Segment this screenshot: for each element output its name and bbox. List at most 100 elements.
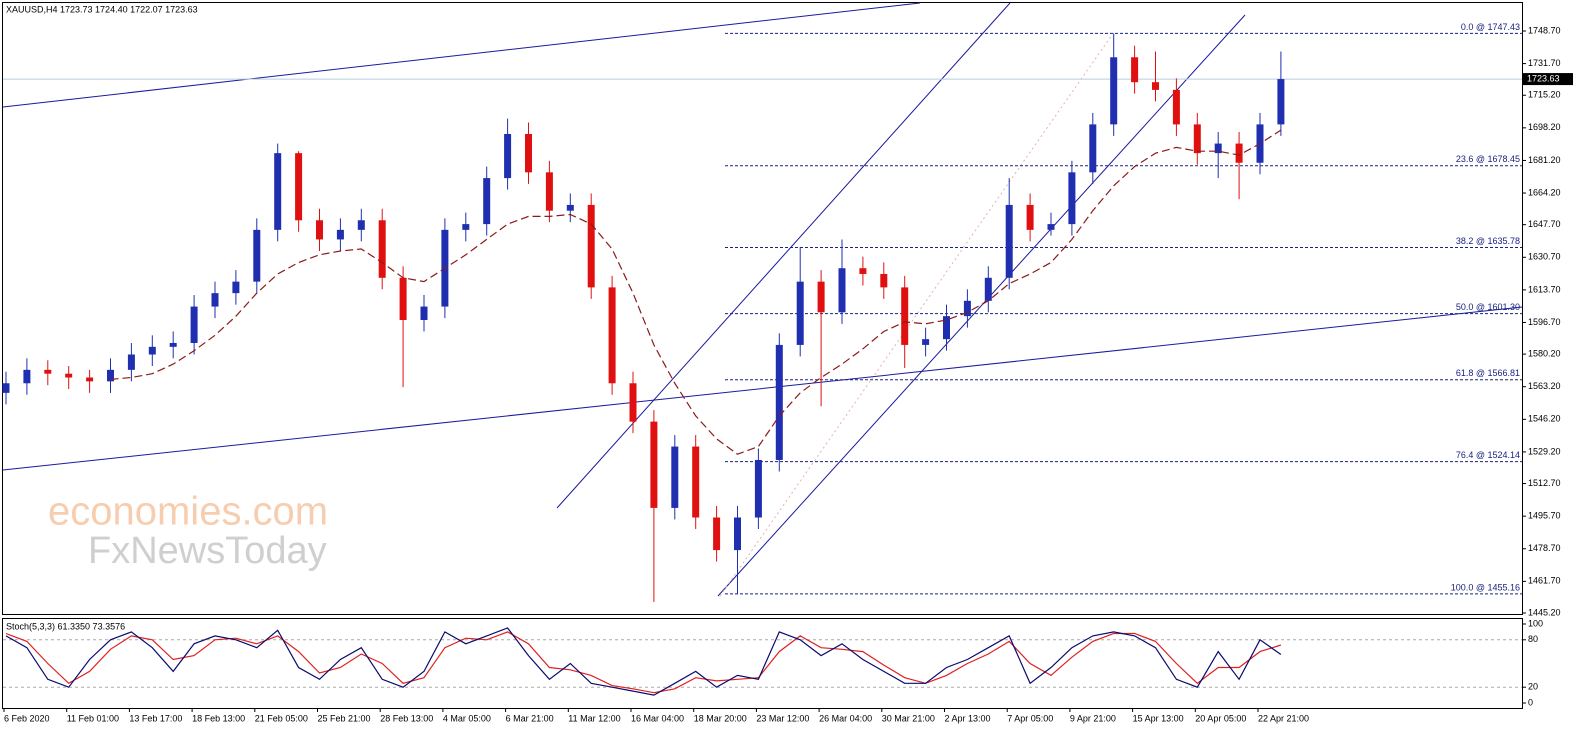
fib-level-label: 23.6 @ 1678.45	[1456, 154, 1520, 164]
channel-upper-line	[2, 2, 921, 108]
candle-body	[190, 306, 198, 343]
candle-body	[357, 220, 365, 230]
x-tick-label: 28 Feb 13:00	[380, 713, 433, 723]
moving-average	[110, 129, 1282, 455]
candle-body	[232, 281, 240, 294]
candle-body	[253, 229, 261, 282]
y-tick-label: 1681.20	[1528, 155, 1561, 165]
y-tick-label: 1445.20	[1528, 607, 1561, 617]
candle-body	[1110, 57, 1118, 125]
y-tick-label: 1546.20	[1528, 414, 1561, 424]
candle-body	[587, 204, 595, 288]
y-tick-label: 1563.20	[1528, 381, 1561, 391]
x-tick-label: 30 Mar 21:00	[882, 713, 935, 723]
candle-body	[378, 220, 386, 278]
x-tick-label: 18 Mar 20:00	[694, 713, 747, 723]
y-tick-label: 1512.70	[1528, 478, 1561, 488]
stoch-signal-line	[5, 631, 1282, 694]
candle-body	[859, 268, 867, 274]
candle-body	[775, 344, 783, 460]
channel-lower-line	[2, 306, 1523, 471]
indicator-y-tick-label: 80	[1528, 634, 1538, 644]
x-tick-label: 16 Mar 04:00	[631, 713, 684, 723]
x-tick-label: 2 Apr 13:00	[945, 713, 991, 723]
y-tick-label: 1664.20	[1528, 187, 1561, 197]
x-tick-label: 11 Feb 01:00	[67, 713, 119, 723]
candle-body	[1005, 204, 1013, 278]
candle-body	[922, 339, 930, 345]
candle-body	[1131, 57, 1139, 83]
candle-body	[1235, 143, 1243, 163]
candle-body	[525, 133, 532, 173]
y-tick-label: 1647.70	[1528, 219, 1561, 229]
candle-body	[274, 153, 282, 230]
fib-level-label: 100.0 @ 1455.16	[1451, 582, 1520, 592]
indicator-y-tick-label: 20	[1528, 682, 1538, 692]
candle-body	[420, 306, 428, 320]
candle-body	[796, 281, 804, 345]
candle-body	[671, 446, 679, 508]
y-tick-label: 1529.20	[1528, 446, 1561, 456]
x-tick-label: 7 Apr 05:00	[1007, 713, 1053, 723]
x-tick-label: 25 Feb 21:00	[318, 713, 371, 723]
candle-body	[1193, 124, 1201, 154]
candle-body	[817, 281, 825, 313]
candle-body	[545, 172, 553, 211]
candle-body	[169, 342, 177, 347]
y-tick-label: 1715.20	[1528, 90, 1561, 100]
stoch-main-line	[5, 627, 1282, 696]
chart-title: XAUUSD,H4 1723.73 1724.40 1722.07 1723.6…	[6, 4, 198, 14]
candle-body	[23, 369, 31, 384]
x-tick-label: 11 Mar 12:00	[568, 713, 620, 723]
candle-body	[692, 446, 700, 518]
candle-body	[1172, 89, 1180, 125]
candle-body	[399, 277, 407, 320]
candle-body	[107, 369, 114, 382]
last-price-label: 1723.63	[1527, 73, 1560, 83]
x-tick-label: 20 Apr 05:00	[1195, 713, 1246, 723]
y-tick-label: 1698.20	[1528, 122, 1561, 132]
y-tick-label: 1580.20	[1528, 348, 1561, 358]
fib-level-label: 0.0 @ 1747.43	[1461, 22, 1520, 32]
candle-body	[713, 517, 721, 551]
indicator-title: Stoch(5,3,3) 61.3350 73.3576	[6, 621, 125, 631]
candle-body	[838, 268, 846, 313]
fib-level-label: 76.4 @ 1524.14	[1456, 450, 1520, 460]
candle-body	[336, 229, 344, 240]
y-tick-label: 1613.70	[1528, 284, 1561, 294]
candle-body	[44, 369, 52, 374]
candle-body	[65, 373, 73, 378]
candle-body	[984, 277, 992, 301]
candle-body	[1214, 143, 1222, 154]
candle-body	[1068, 172, 1076, 225]
x-tick-label: 13 Feb 17:00	[129, 713, 182, 723]
fib-level-label: 61.8 @ 1566.81	[1456, 368, 1520, 378]
candle-body	[1089, 124, 1097, 173]
fib-level-label: 50.0 @ 1601.30	[1456, 302, 1520, 312]
candle-body	[148, 346, 156, 355]
candle-body	[901, 287, 909, 345]
y-tick-label: 1596.70	[1528, 317, 1561, 327]
candle-body	[316, 220, 323, 240]
candle-body	[650, 421, 658, 508]
x-tick-label: 15 Apr 13:00	[1133, 713, 1184, 723]
fib-level-label: 38.2 @ 1635.78	[1456, 236, 1520, 246]
y-tick-label: 1748.70	[1528, 25, 1561, 35]
candle-body	[1152, 82, 1159, 90]
last-price-tag	[1523, 73, 1573, 86]
trendlines	[2, 2, 1523, 597]
x-tick-label: 26 Mar 04:00	[819, 713, 872, 723]
x-tick-label: 6 Mar 21:00	[506, 713, 554, 723]
candle-body	[1047, 224, 1055, 230]
x-tick-label: 6 Feb 2020	[4, 713, 50, 723]
candle-body	[943, 316, 950, 340]
main-panel-frame	[2, 2, 1523, 615]
candle-body	[754, 459, 762, 518]
candle-body	[629, 383, 637, 422]
candle-body	[963, 300, 971, 317]
candle-body	[1026, 204, 1034, 230]
y-tick-label: 1630.70	[1528, 252, 1561, 262]
candle-body	[295, 153, 303, 221]
